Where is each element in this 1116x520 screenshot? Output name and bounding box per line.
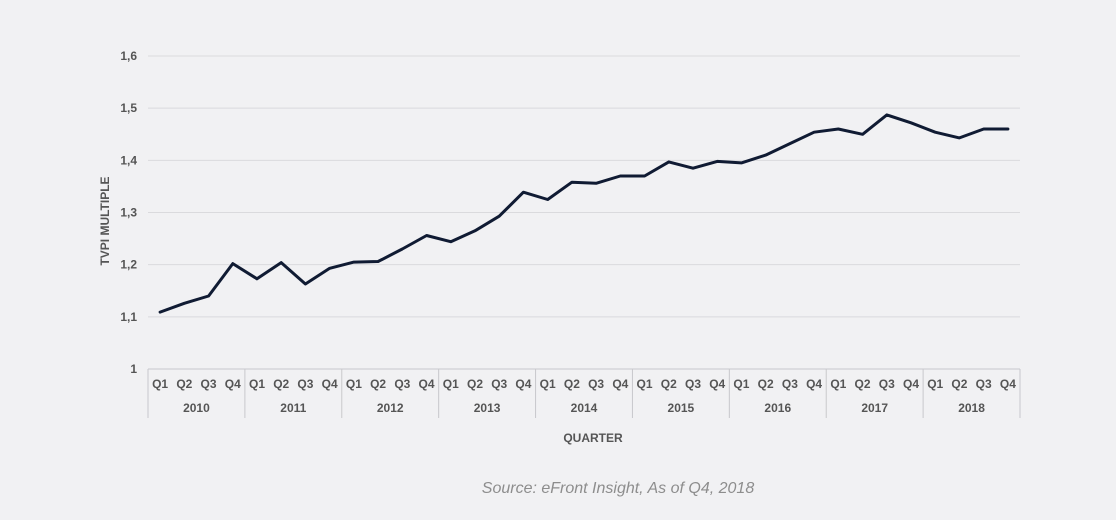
- quarter-tick-label: Q1: [733, 377, 749, 391]
- quarter-tick-label: Q3: [685, 377, 701, 391]
- quarter-tick-label: Q4: [322, 377, 338, 391]
- quarter-tick-label: Q2: [661, 377, 677, 391]
- y-tick-label: 1,1: [120, 310, 137, 324]
- quarter-tick-label: Q4: [612, 377, 628, 391]
- quarter-tick-label: Q4: [419, 377, 435, 391]
- quarter-tick-label: Q1: [830, 377, 846, 391]
- y-tick-label: 1,2: [120, 258, 137, 272]
- tvpi-series-line: [158, 113, 1010, 314]
- year-tick-label: 2018: [958, 401, 985, 415]
- quarter-tick-label: Q1: [540, 377, 556, 391]
- year-tick-label: 2017: [861, 401, 888, 415]
- year-tick-label: 2011: [280, 401, 306, 415]
- quarter-tick-label: Q4: [709, 377, 725, 391]
- quarter-tick-label: Q4: [806, 377, 822, 391]
- x-axis-title: QUARTER: [563, 431, 623, 445]
- y-axis-title: TVPI MULTIPLE: [98, 176, 112, 265]
- year-tick-label: 2013: [474, 401, 501, 415]
- quarter-tick-label: Q2: [758, 377, 774, 391]
- year-tick-label: 2014: [571, 401, 598, 415]
- source-note: Source: eFront Insight, As of Q4, 2018: [481, 480, 755, 497]
- quarter-tick-label: Q3: [201, 377, 217, 391]
- quarter-tick-label: Q3: [491, 377, 507, 391]
- quarter-tick-label: Q2: [951, 377, 967, 391]
- quarter-tick-label: Q3: [588, 377, 604, 391]
- quarter-tick-label: Q1: [152, 377, 168, 391]
- quarter-tick-label: Q2: [467, 377, 483, 391]
- quarter-tick-label: Q2: [176, 377, 192, 391]
- y-tick-label: 1,4: [120, 153, 137, 167]
- quarter-tick-label: Q3: [297, 377, 313, 391]
- quarter-tick-label: Q2: [564, 377, 580, 391]
- quarter-tick-label: Q4: [515, 377, 531, 391]
- series-lines: [158, 113, 1010, 314]
- quarter-tick-label: Q1: [346, 377, 362, 391]
- quarter-tick-label: Q4: [903, 377, 919, 391]
- quarter-tick-label: Q2: [370, 377, 386, 391]
- year-tick-label: 2012: [377, 401, 404, 415]
- quarter-tick-label: Q3: [976, 377, 992, 391]
- y-tick-label: 1,3: [120, 206, 137, 220]
- quarter-tick-label: Q1: [443, 377, 459, 391]
- quarter-tick-label: Q1: [927, 377, 943, 391]
- y-axis-ticks: 1 1,1 1,2 1,3 1,4 1,5 1,6: [120, 49, 137, 376]
- y-tick-label: 1: [130, 362, 137, 376]
- x-axis: Q1 Q2 Q3 Q4 2010 Q1 Q2 Q3 Q4 2011 Q1 Q2 Q3 Q4 2012 Q1 Q2…: [147, 368, 1021, 418]
- quarter-tick-label: Q1: [249, 377, 265, 391]
- quarter-tick-label: Q2: [855, 377, 871, 391]
- year-tick-label: 2015: [668, 401, 695, 415]
- y-tick-label: 1,6: [120, 49, 137, 63]
- gridlines: [148, 55, 1020, 318]
- quarter-tick-label: Q2: [273, 377, 289, 391]
- year-tick-label: 2016: [764, 401, 791, 415]
- quarter-tick-label: Q3: [879, 377, 895, 391]
- quarter-tick-label: Q1: [637, 377, 653, 391]
- quarter-tick-label: Q3: [394, 377, 410, 391]
- y-tick-label: 1,5: [120, 101, 137, 115]
- quarter-tick-label: Q3: [782, 377, 798, 391]
- year-tick-label: 2010: [183, 401, 210, 415]
- quarter-tick-label: Q4: [1000, 377, 1016, 391]
- quarter-tick-label: Q4: [225, 377, 241, 391]
